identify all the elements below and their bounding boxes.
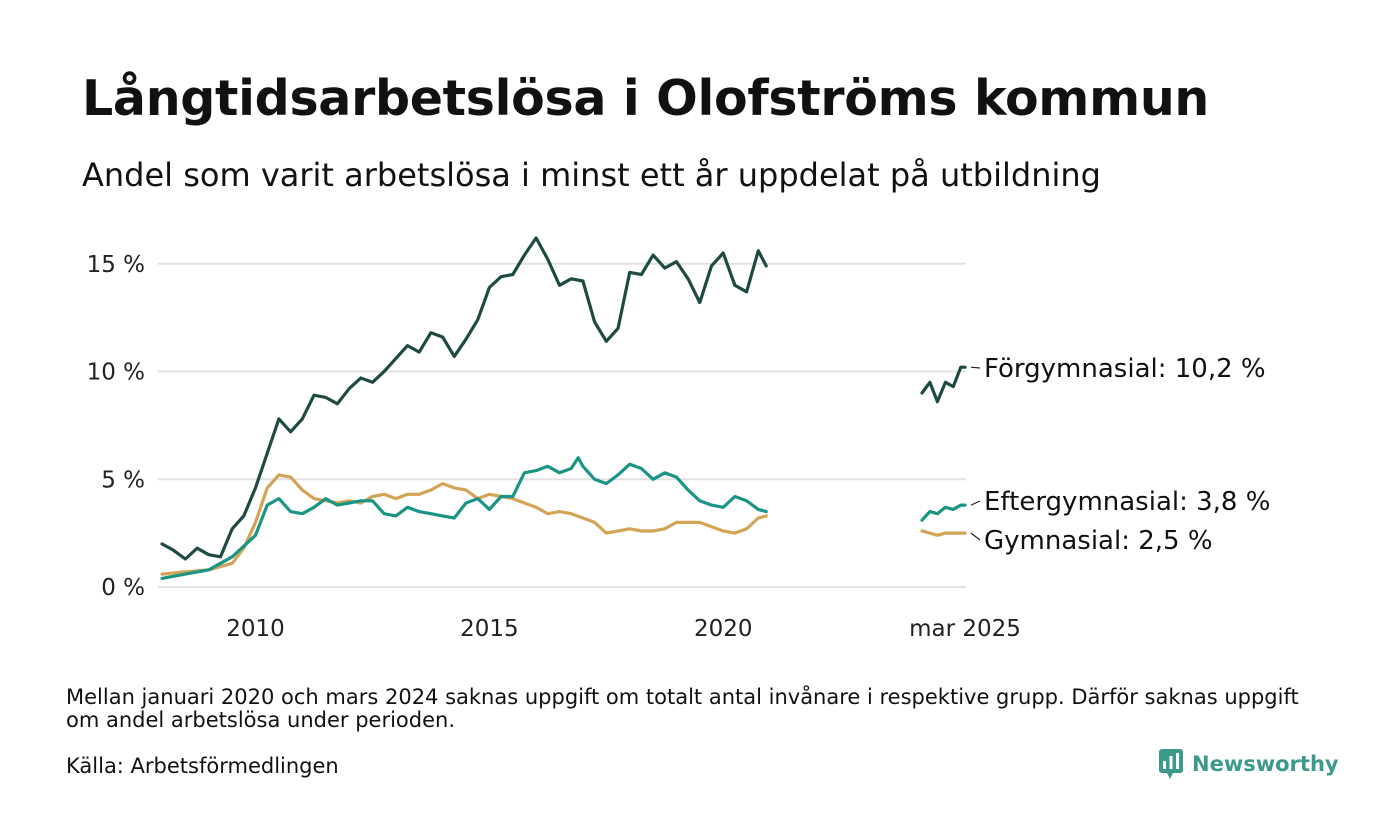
x-tick-label: 2015 <box>460 616 519 642</box>
series-line-gymnasial <box>920 529 967 537</box>
series-line-eftergymnasial <box>920 503 967 522</box>
x-tick-label: 2020 <box>694 616 753 642</box>
series-line-gymnasial <box>160 473 768 576</box>
end-label-leader <box>970 500 981 506</box>
brand-logo: Newsworthy <box>1158 748 1339 780</box>
y-tick-label: 10 % <box>87 360 145 386</box>
newsworthy-logo-icon <box>1159 749 1183 779</box>
series-end-label: Förgymnasial: 10,2 % <box>984 354 1266 384</box>
series-end-label: Eftergymnasial: 3,8 % <box>984 487 1270 517</box>
x-tick-label: mar 2025 <box>909 616 1021 642</box>
end-label-leader <box>970 532 981 541</box>
series-end-label: Gymnasial: 2,5 % <box>984 526 1213 556</box>
chart-subtitle: Andel som varit arbetslösa i minst ett å… <box>82 156 1101 194</box>
chart-title: Långtidsarbetslösa i Olofströms kommun <box>82 70 1209 127</box>
series-line-förgymnasial <box>160 236 768 561</box>
series-line-förgymnasial <box>920 365 967 404</box>
chart-source: Källa: Arbetsförmedlingen <box>66 754 339 778</box>
y-tick-label: 15 % <box>87 252 145 278</box>
y-tick-label: 5 % <box>101 467 145 493</box>
end-label-leader <box>970 366 981 369</box>
x-tick-label: 2010 <box>226 616 285 642</box>
brand-name: Newsworthy <box>1192 752 1339 776</box>
y-tick-label: 0 % <box>101 575 145 601</box>
chart-note: Mellan januari 2020 och mars 2024 saknas… <box>66 685 1299 732</box>
series-line-eftergymnasial <box>160 456 768 580</box>
